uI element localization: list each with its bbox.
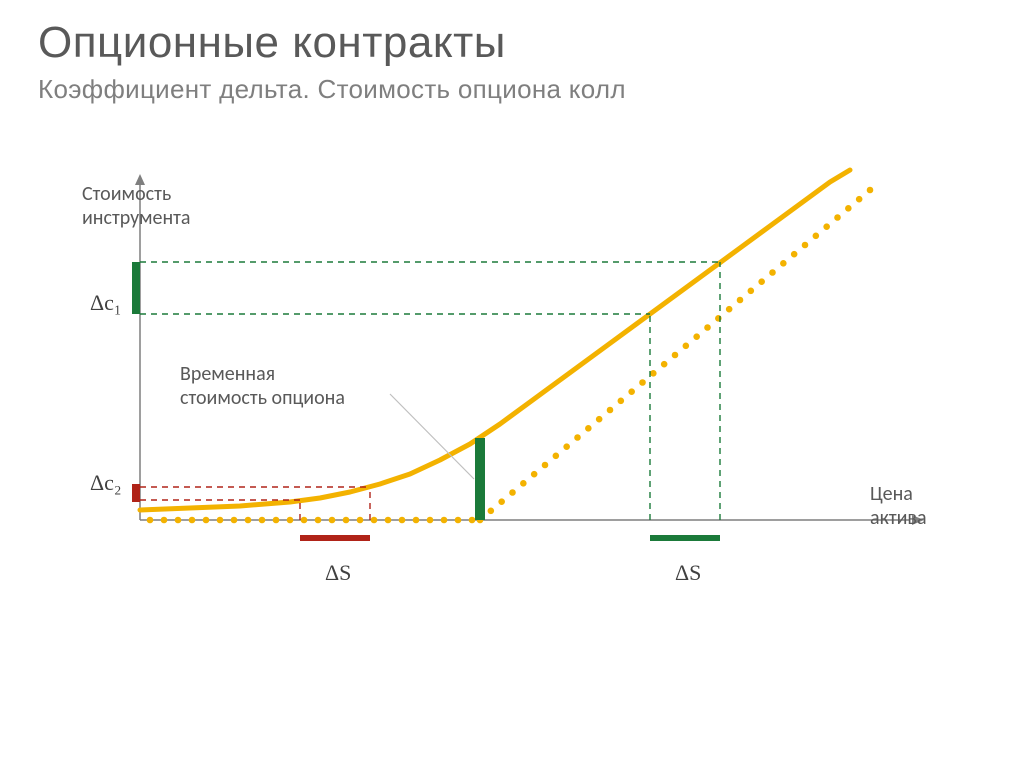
slide: Опционные контракты Коэффициент дельта. … <box>0 0 1024 767</box>
svg-text:ΔS: ΔS <box>675 560 701 585</box>
svg-text:Δc₂: Δc₂ <box>90 470 122 495</box>
svg-text:актива: актива <box>870 506 927 530</box>
slide-subtitle: Коэффициент дельта. Стоимость опциона ко… <box>38 74 626 105</box>
svg-text:инструмента: инструмента <box>82 206 191 230</box>
slide-title: Опционные контракты <box>38 18 506 68</box>
svg-text:Временная: Временная <box>180 362 275 386</box>
svg-text:Δc₁: Δc₁ <box>90 290 122 315</box>
chart-svg: Стоимостьинструмента Ценаактива ΔS Δc₂ ΔS Δc₁… <box>60 160 960 720</box>
svg-text:Стоимость: Стоимость <box>82 182 171 206</box>
delta-chart: Стоимостьинструмента Ценаактива ΔS Δc₂ ΔS Δc₁… <box>60 160 960 720</box>
svg-text:ΔS: ΔS <box>325 560 351 585</box>
svg-text:Цена: Цена <box>870 482 913 506</box>
svg-text:стоимость опциона: стоимость опциона <box>180 386 345 410</box>
